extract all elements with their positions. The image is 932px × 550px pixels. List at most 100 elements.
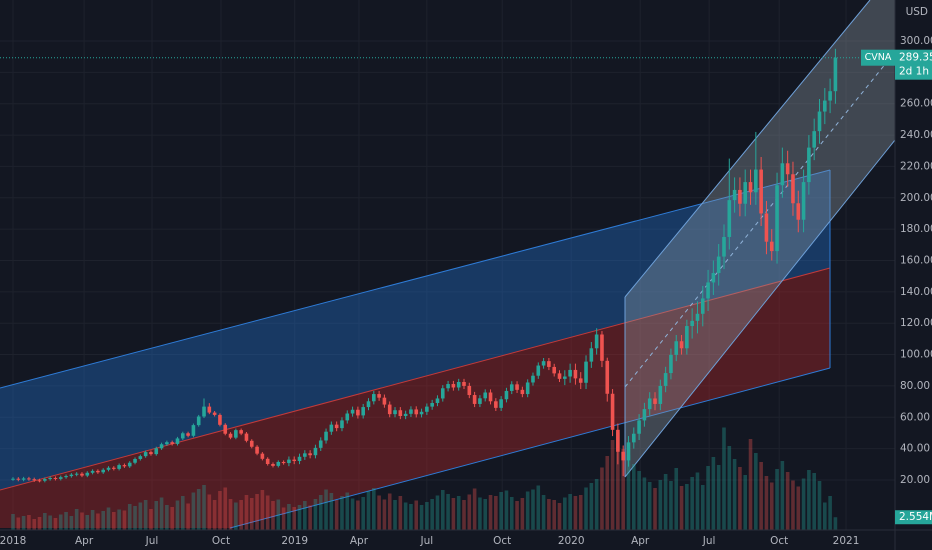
volume-bar <box>154 501 159 530</box>
candle-body <box>414 409 419 415</box>
volume-bar <box>456 496 461 530</box>
volume-bar <box>234 502 238 530</box>
volume-bar <box>403 502 408 530</box>
volume-bar <box>674 468 679 530</box>
volume-bar <box>690 477 694 530</box>
candle-body <box>754 169 758 193</box>
candle-body <box>727 200 732 237</box>
candle-body <box>244 433 249 441</box>
candle-body <box>106 467 111 470</box>
volume-bar <box>472 488 477 530</box>
candle-body <box>440 388 445 399</box>
candle-body <box>249 440 254 447</box>
candle-body <box>722 236 726 257</box>
candle-body <box>817 111 822 132</box>
candle-body <box>27 478 31 480</box>
candle-body <box>287 459 291 464</box>
volume-bar <box>271 501 275 530</box>
candle-body <box>700 298 705 314</box>
candle-body <box>372 394 376 402</box>
volume-bar <box>324 489 328 530</box>
candle-body <box>74 473 79 475</box>
candle-body <box>536 365 541 376</box>
volume-bar <box>313 499 318 530</box>
candle-body <box>382 397 387 405</box>
volume-bar <box>823 502 827 530</box>
candle-body <box>435 398 440 404</box>
candle-body <box>48 477 52 480</box>
candle-body <box>143 452 148 457</box>
candle-body <box>223 424 228 434</box>
candle-body <box>292 459 297 462</box>
candle-body <box>218 414 222 425</box>
volume-bar <box>499 492 503 530</box>
candle-body <box>775 185 779 252</box>
candle-body <box>149 452 153 455</box>
candle-body <box>446 384 450 389</box>
candles <box>0 48 895 483</box>
volume-bar <box>409 504 413 530</box>
volume-bar <box>27 515 31 530</box>
volume-bar <box>58 514 63 530</box>
volume-bar <box>483 499 488 530</box>
candle-body <box>159 444 164 449</box>
candle-body <box>801 182 806 220</box>
volume-bar <box>186 503 190 530</box>
candle-body <box>186 433 190 436</box>
volume-bar <box>584 487 588 530</box>
candle-body <box>791 174 795 204</box>
candle-body <box>154 448 159 455</box>
volume-bar <box>494 496 498 530</box>
volume-bar <box>53 518 58 530</box>
candle-body <box>96 470 100 473</box>
volume-bar <box>541 495 546 530</box>
candle-body <box>637 420 641 434</box>
volume-bar <box>451 498 456 530</box>
candle-body <box>674 341 679 355</box>
candle-body <box>239 430 243 434</box>
volume-bar <box>32 519 37 530</box>
volume-bar <box>653 488 657 530</box>
volume-bar <box>297 505 302 530</box>
volume-bar <box>536 485 541 530</box>
candle-body <box>759 169 763 214</box>
x-tick-label: Apr <box>75 535 94 547</box>
candle-body <box>706 282 710 299</box>
candle-body <box>610 393 615 430</box>
volume-bar <box>801 478 806 530</box>
candle-body <box>716 256 721 274</box>
volume-bar <box>626 455 631 530</box>
candle-body <box>43 479 47 481</box>
candle-body <box>69 474 74 477</box>
candle-body <box>345 413 350 421</box>
candle-body <box>626 442 631 461</box>
candle-body <box>509 384 514 391</box>
volume-bar <box>621 449 625 530</box>
candle-body <box>340 420 344 429</box>
candle-body <box>658 385 663 404</box>
volume-bar <box>568 494 572 530</box>
candle-body <box>642 409 647 421</box>
volume-bar <box>255 494 259 530</box>
candle-body <box>552 366 557 374</box>
volume-bar <box>318 495 323 530</box>
candle-body <box>212 412 217 415</box>
volume-bar <box>738 467 742 530</box>
volume-bar <box>329 493 334 530</box>
volume-bar <box>159 497 164 530</box>
channel-line <box>624 0 871 298</box>
candle-body <box>387 404 392 415</box>
candle-body <box>122 465 127 467</box>
candle-body <box>165 442 169 445</box>
candle-body <box>769 241 774 252</box>
x-tick-label: 2018 <box>0 535 26 547</box>
y-tick-label: 160.00 <box>900 254 932 266</box>
volume-bar <box>706 466 710 530</box>
candle-body <box>196 416 201 426</box>
candle-body <box>812 131 816 148</box>
candle-body <box>563 376 567 379</box>
channel-upper-fill <box>0 170 830 490</box>
volume-bar <box>133 506 137 530</box>
volume-bar <box>435 495 440 530</box>
candle-body <box>329 424 334 432</box>
